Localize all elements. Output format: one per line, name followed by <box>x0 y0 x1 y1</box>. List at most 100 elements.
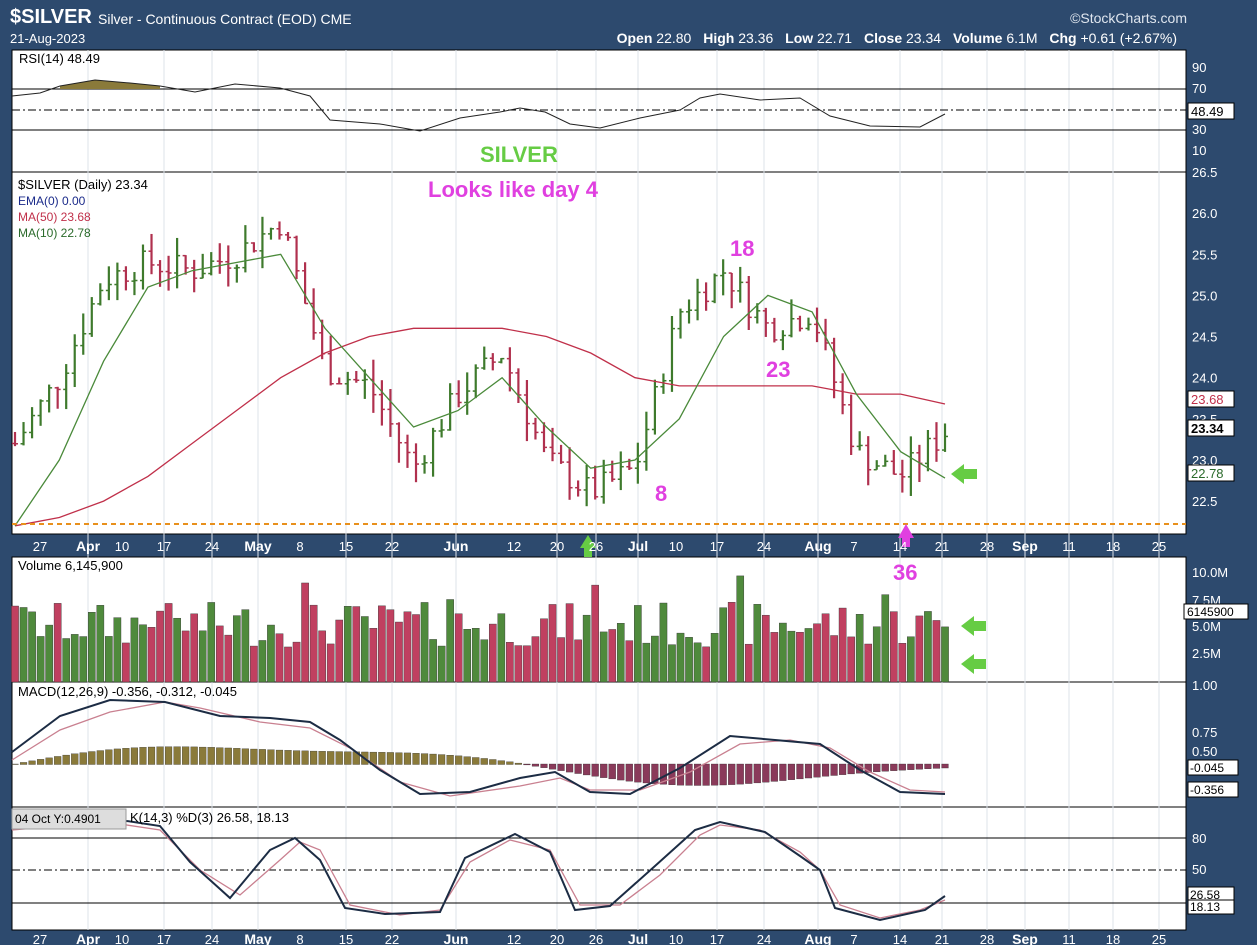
volume-bar <box>28 611 36 683</box>
macd-hist-bar <box>301 750 309 765</box>
x-tick-label: 18 <box>1106 539 1120 554</box>
x-tick-label: 11 <box>1062 539 1076 554</box>
macd-hist-bar <box>28 760 36 765</box>
volume-bar <box>685 637 693 683</box>
x-tick-label: Apr <box>76 538 101 554</box>
price-tick-label: 24.5 <box>1192 330 1217 345</box>
volume-bar <box>651 635 659 683</box>
macd-hist-bar <box>506 761 514 765</box>
macd-hist-bar <box>890 763 898 771</box>
x-tick-label: 17 <box>157 932 171 945</box>
cycle-label-23: 23 <box>766 357 790 382</box>
volume-bar <box>224 634 233 683</box>
macd-hist-bar <box>344 751 352 765</box>
volume-bar <box>531 636 540 683</box>
macd-hist-tag-text: -0.045 <box>1190 761 1224 775</box>
volume-bar <box>173 617 181 683</box>
macd-hist-bar <box>105 749 113 765</box>
volume-tag <box>1183 603 1249 620</box>
volume-bar <box>215 625 224 683</box>
x-tick-label: Jul <box>628 931 648 945</box>
volume-bar <box>719 607 727 683</box>
macd-hist-bar <box>694 763 702 786</box>
price-bars <box>12 216 948 507</box>
macd-hist-bar <box>924 763 932 769</box>
macd-hist-bar <box>625 763 633 782</box>
x-tick-label: 26 <box>589 539 603 554</box>
macd-hist-bar <box>642 763 650 784</box>
volume-bar <box>864 643 873 683</box>
open-label: Open <box>616 30 653 46</box>
x-tick-label: Aug <box>804 538 831 554</box>
volume-bar <box>557 637 565 683</box>
x-tick-label: 28 <box>980 932 994 945</box>
macd-hist-bar <box>79 752 87 765</box>
macd-hist-bar <box>293 750 301 765</box>
brand-watermark[interactable]: ©StockCharts.com <box>1070 10 1187 26</box>
rsi-tick-70: 70 <box>1192 81 1206 96</box>
macd-hist-bar <box>463 756 471 765</box>
x-tick-label: 27 <box>33 539 47 554</box>
x-tick-label: 25 <box>1152 539 1166 554</box>
volume-bar <box>463 629 472 683</box>
macd-hist-bar <box>472 757 480 765</box>
x-tick-label: 24 <box>205 539 219 554</box>
x-tick-label: 10 <box>115 932 129 945</box>
macd-hist-bar <box>719 763 727 786</box>
volume-bar <box>361 616 369 683</box>
macd-hist-bar <box>267 749 275 765</box>
low-value: 22.71 <box>817 30 853 46</box>
price-legend-title: $SILVER (Daily) 23.34 <box>18 177 148 192</box>
volume-bar <box>343 606 352 683</box>
volume-tick-2-5m: 2.5M <box>1192 646 1221 661</box>
rsi-value-tag <box>1187 102 1235 120</box>
macd-hist-bar <box>275 749 284 765</box>
macd-hist-bar <box>907 763 915 770</box>
ma10-tag-text: 22.78 <box>1191 466 1224 481</box>
macd-hist-bar <box>548 763 557 770</box>
macd-label: MACD(12,26,9) -0.356, -0.312, -0.045 <box>18 684 237 699</box>
ma10-line <box>14 253 946 527</box>
close-tag <box>1187 419 1235 437</box>
volume-bar <box>676 632 685 683</box>
volume-bar <box>659 602 668 683</box>
rsi-panel <box>11 49 1187 173</box>
macd-hist-bar <box>88 751 96 765</box>
macd-hist-bar <box>165 746 173 765</box>
volume-bar <box>147 627 156 683</box>
macd-hist-bar <box>386 752 394 765</box>
macd-hist-bar <box>745 763 753 784</box>
chart-subtitle: Silver - Continuous Contract (EOD) CME <box>98 11 352 27</box>
x-tick-label: Sep <box>1012 538 1038 554</box>
volume-bar <box>309 604 318 683</box>
macd-hist-bar <box>216 747 224 765</box>
annotation-day4: Looks like day 4 <box>428 177 599 202</box>
price-tick-label: 23.0 <box>1192 453 1217 468</box>
volume-bar <box>62 638 70 683</box>
macd-hist-bar <box>310 750 318 765</box>
macd-tag-text: -0.356 <box>1190 783 1224 797</box>
macd-hist-bar <box>11 763 19 765</box>
volume-bar <box>830 635 838 683</box>
volume-bar <box>386 609 395 683</box>
volume-bar <box>454 613 463 683</box>
x-tick-label: 15 <box>339 539 353 554</box>
volume-bar <box>838 607 847 683</box>
left-arrow-icon <box>961 616 986 636</box>
volume-bar <box>446 599 454 683</box>
volume-bar <box>139 624 147 683</box>
change-value: +0.61 (+2.67%) <box>1080 30 1177 46</box>
macd-hist-bar <box>779 763 787 781</box>
price-tick-label: 26.5 <box>1192 165 1217 180</box>
macd-hist-bar <box>497 760 505 765</box>
volume-bar <box>847 636 855 683</box>
macd-hist-bar <box>71 753 79 765</box>
x-tick-label: 12 <box>507 932 521 945</box>
volume-bar <box>668 644 676 683</box>
volume-bar <box>105 636 113 683</box>
volume-bar <box>267 624 275 683</box>
x-tick-label: 14 <box>893 932 907 945</box>
x-tick-label: 25 <box>1152 932 1166 945</box>
macd-hist-bar <box>830 763 838 776</box>
